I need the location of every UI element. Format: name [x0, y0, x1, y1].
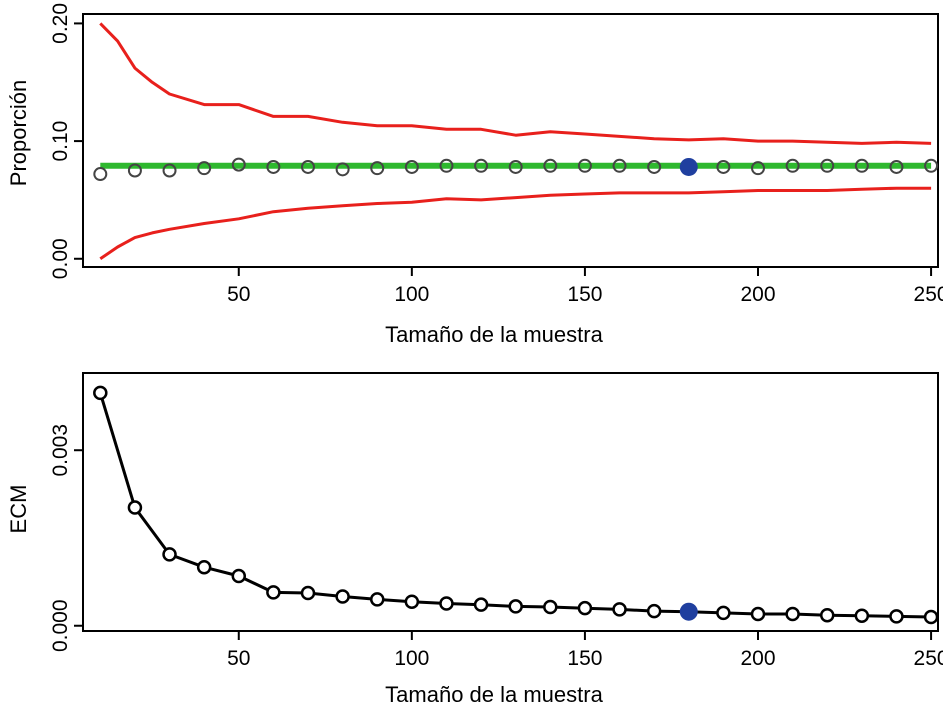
ecm-data-point: [335, 589, 350, 604]
ecm-x-axis: 50 100 150 200 250: [227, 631, 943, 670]
proportion-data-point: [716, 159, 731, 174]
ecm-data-point: [577, 600, 593, 616]
proportion-data-point: [127, 163, 142, 178]
proportion-data-point: [439, 158, 454, 173]
ecm-x-tick-label: 50: [227, 647, 250, 670]
ecm-data-line: [98, 392, 932, 619]
ecm-plot-frame: [82, 372, 939, 632]
ecm-data-point: [785, 606, 800, 622]
proportion-x-tick-label: 200: [740, 283, 775, 306]
proportion-data-point: [647, 159, 662, 174]
proportion-upper-bound-line: [99, 22, 932, 145]
proportion-lower-bound-line: [99, 186, 932, 261]
proportion-x-tick-label: 150: [567, 283, 602, 306]
ecm-data-point: [231, 568, 247, 584]
proportion-y-tick-label: 0.20: [49, 3, 72, 44]
ecm-x-tick-label: 250: [914, 647, 943, 670]
ecm-x-tick-label: 150: [567, 647, 602, 670]
proportion-highlighted-point: [679, 157, 698, 176]
ecm-data-point: [196, 559, 212, 575]
ecm-data-point: [750, 606, 766, 622]
proportion-data-point: [93, 167, 108, 182]
ecm-data-point: [854, 608, 870, 624]
ecm-data-point: [543, 599, 558, 615]
ecm-data-point: [266, 585, 281, 600]
proportion-data-point: [266, 159, 281, 174]
ecm-data-point: [162, 547, 177, 562]
proportion-data-point: [751, 161, 765, 176]
proportion-data-point: [508, 159, 523, 174]
ecm-data-point: [646, 603, 662, 619]
proportion-data-point: [577, 158, 592, 173]
proportion-data-point: [785, 158, 800, 173]
ecm-data-point: [612, 602, 627, 617]
proportion-x-axis-label: Tamaño de la muestra: [385, 322, 603, 347]
ecm-data-point: [819, 607, 835, 623]
proportion-data-point: [404, 159, 419, 174]
ecm-highlighted-point: [679, 602, 698, 621]
ecm-data-point: [439, 596, 454, 611]
proportion-data-point: [301, 159, 315, 174]
proportion-x-tick-label: 250: [914, 283, 943, 306]
proportion-data-point: [889, 159, 904, 174]
proportion-series-layer: [93, 22, 939, 261]
proportion-x-axis: 50 100 150 200 250: [227, 267, 943, 306]
ecm-y-axis: 0.000 0.003: [49, 424, 83, 652]
proportion-data-point: [335, 162, 350, 177]
ecm-data-point: [93, 385, 108, 401]
ecm-data-point: [473, 597, 489, 612]
ecm-x-axis-label: Tamaño de la muestra: [385, 682, 603, 707]
proportion-y-tick-label: 0.10: [49, 121, 72, 162]
proportion-x-tick-label: 50: [227, 283, 250, 306]
ecm-y-tick-label: 0.003: [49, 424, 72, 477]
ecm-x-tick-label: 200: [740, 647, 775, 670]
ecm-data-point: [923, 609, 939, 625]
proportion-data-point: [612, 158, 627, 173]
proportion-data-point: [820, 158, 835, 173]
ecm-chart: 50 100 150 200 250 0.000 0.003 Tamaño de la m…: [6, 372, 943, 707]
proportion-data-point: [474, 158, 489, 173]
proportion-data-point: [854, 158, 869, 173]
proportion-data-point: [197, 161, 212, 176]
ecm-series-layer: [93, 385, 939, 625]
proportion-data-point: [231, 157, 246, 172]
ecm-y-axis-label: ECM: [6, 485, 31, 534]
ecm-data-point: [127, 500, 143, 515]
proportion-data-point: [370, 161, 385, 176]
ecm-data-point: [300, 585, 316, 601]
proportion-data-point: [543, 158, 558, 173]
proportion-chart: 50 100 150 200 250 0.00 0.10 0.20 Tamaño de la…: [6, 3, 943, 347]
proportion-data-point: [924, 158, 939, 173]
ecm-data-point: [889, 609, 904, 624]
proportion-y-tick-label: 0.00: [49, 238, 72, 279]
ecm-data-point: [716, 605, 731, 621]
proportion-y-axis-label: Proporción: [6, 80, 31, 186]
proportion-y-axis: 0.00 0.10 0.20: [49, 3, 83, 279]
ecm-data-point: [508, 599, 523, 614]
ecm-data-point: [404, 594, 420, 609]
proportion-x-tick-label: 100: [394, 283, 429, 306]
ecm-x-tick-label: 100: [394, 647, 429, 670]
ecm-data-point: [369, 592, 385, 607]
proportion-data-point: [162, 163, 177, 178]
ecm-y-tick-label: 0.000: [49, 599, 72, 652]
